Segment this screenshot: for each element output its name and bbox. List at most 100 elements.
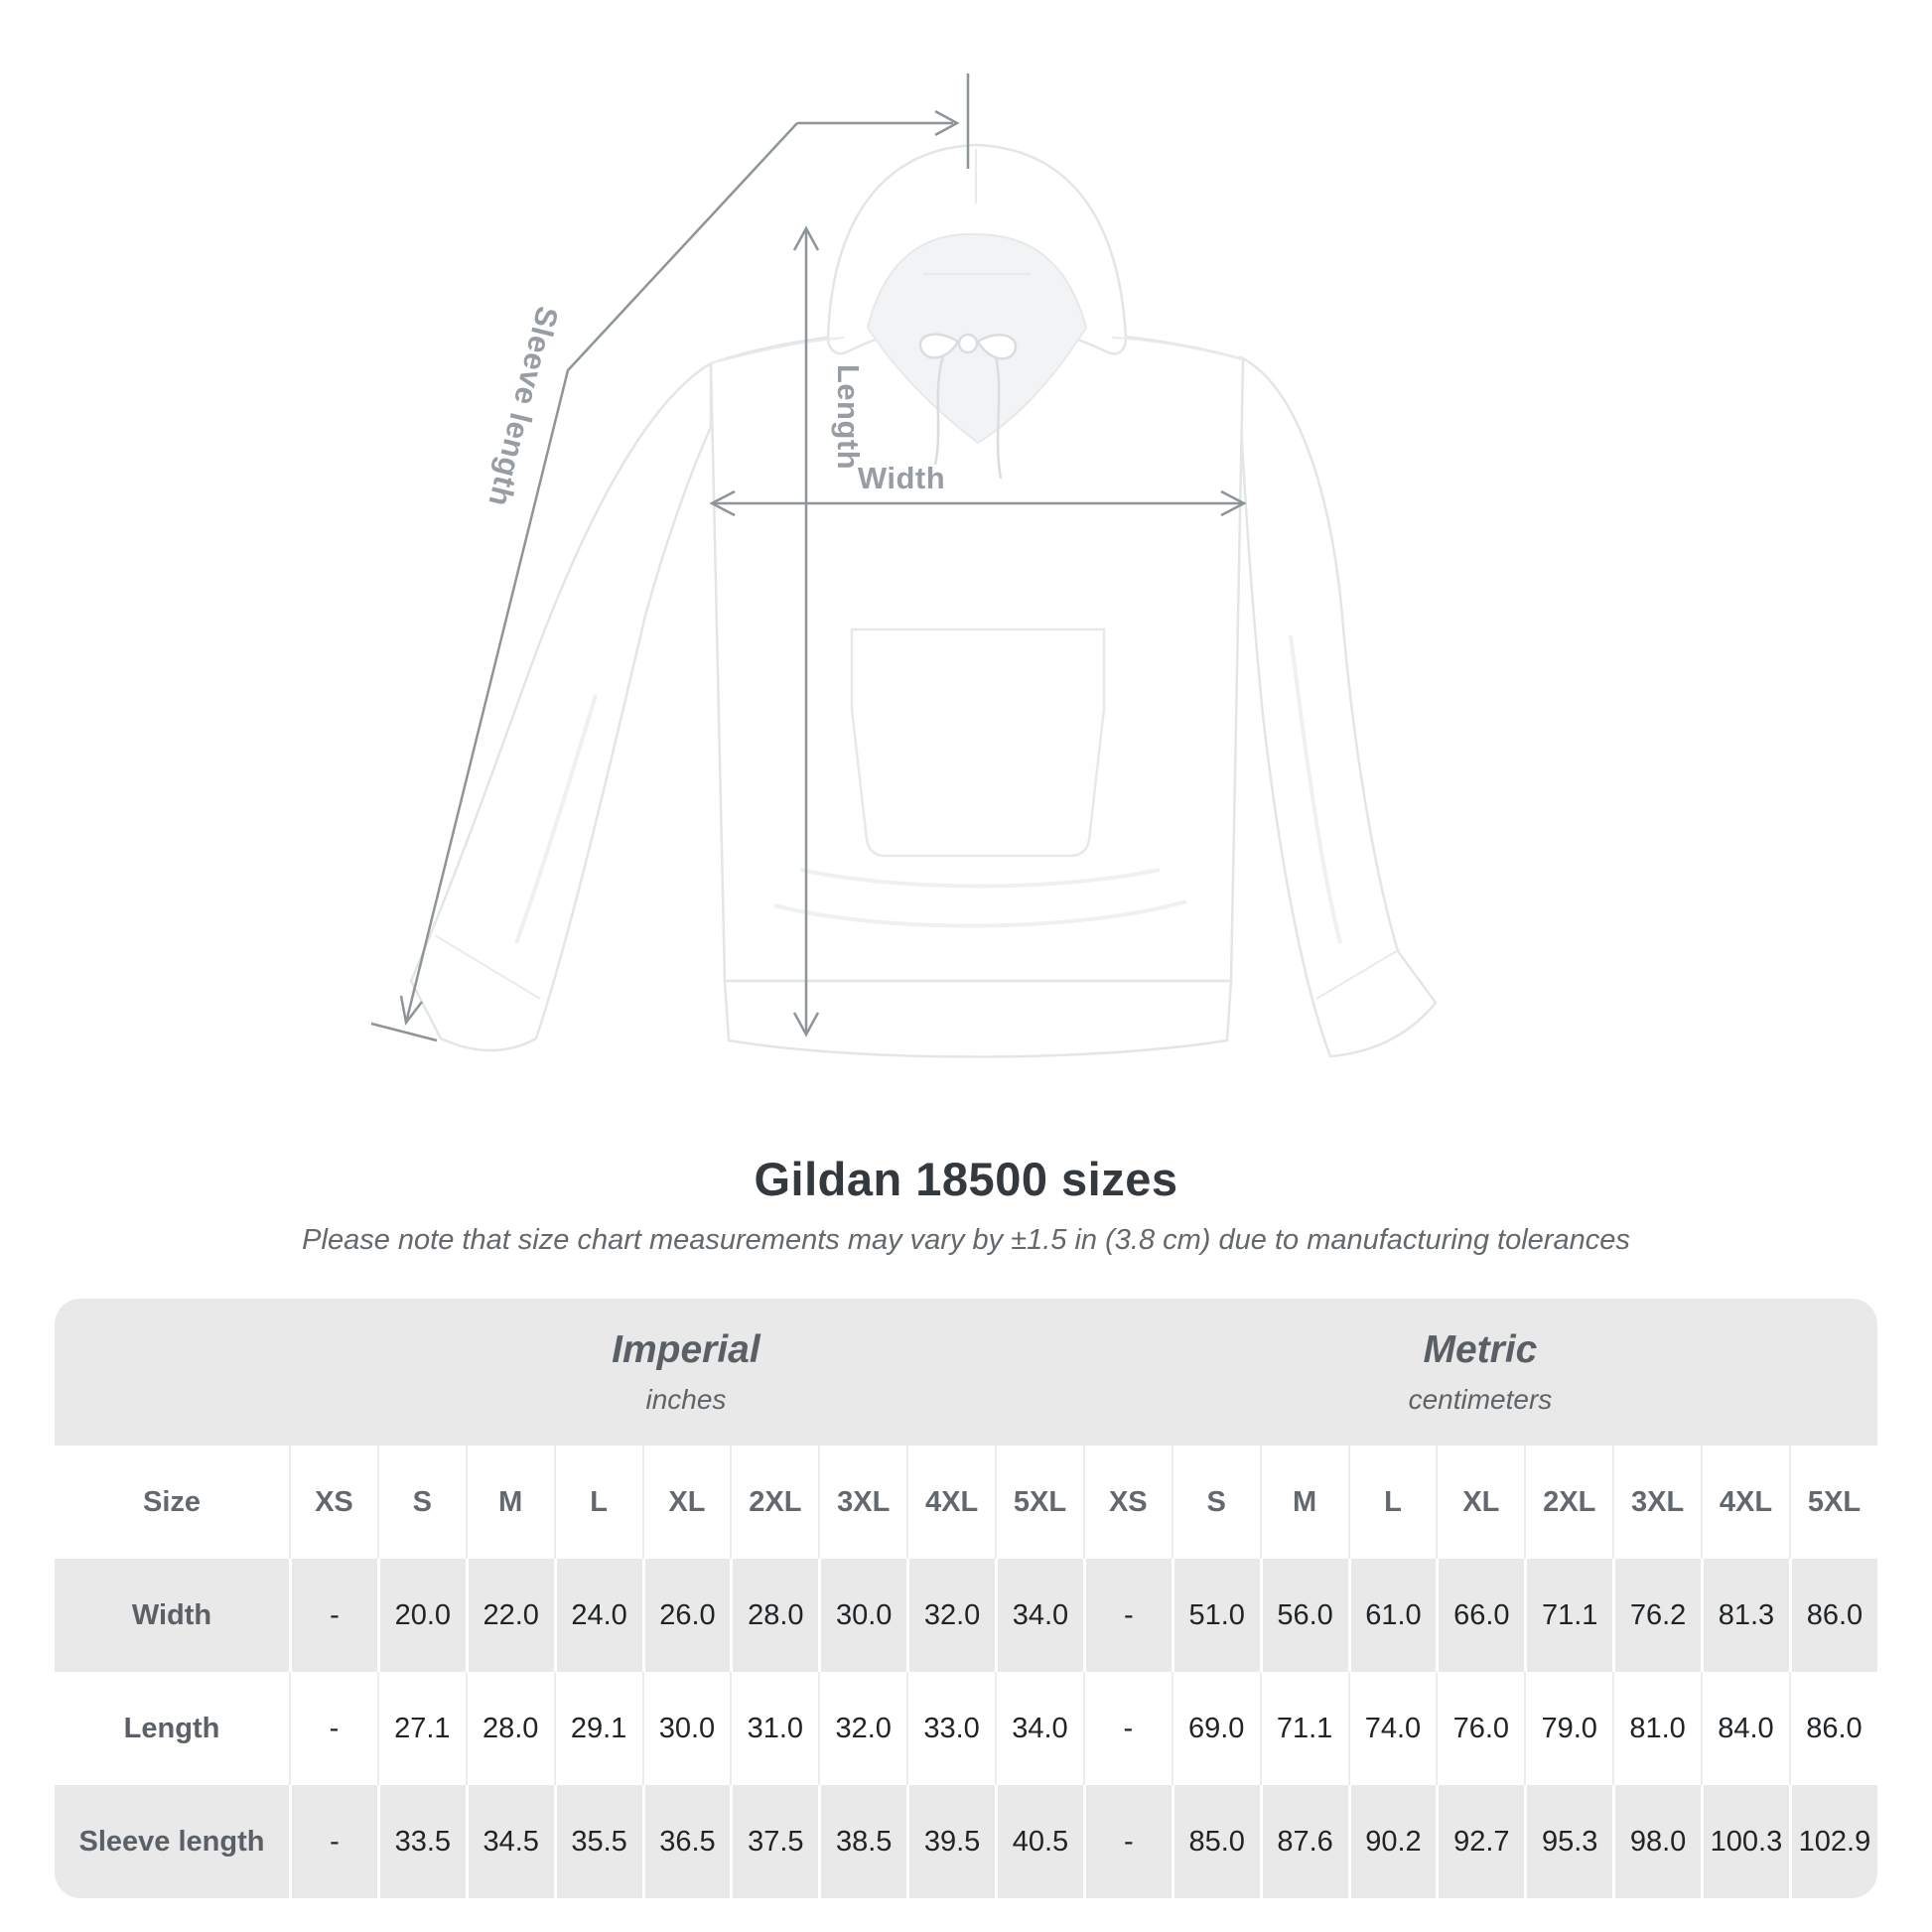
value-cell: 24.0: [553, 1559, 642, 1672]
size-column-header: Size: [55, 1446, 289, 1559]
width-arrow: [709, 489, 1247, 517]
value-cell: 85.0: [1171, 1785, 1260, 1898]
value-cell: 69.0: [1171, 1672, 1260, 1785]
hoodie-wrinkles: [514, 634, 1342, 944]
size-col-header-imperial-m: M: [465, 1446, 554, 1559]
size-col-header-metric-s: S: [1171, 1446, 1260, 1559]
value-cell: 29.1: [553, 1672, 642, 1785]
value-cell: 81.3: [1701, 1559, 1789, 1672]
value-cell: 32.0: [818, 1672, 907, 1785]
value-cell: -: [1082, 1559, 1172, 1672]
value-cell: -: [289, 1672, 377, 1785]
size-col-header-imperial-3xl: 3XL: [818, 1446, 907, 1559]
value-cell: 56.0: [1259, 1559, 1348, 1672]
value-cell: 81.0: [1612, 1672, 1701, 1785]
value-cell: 102.9: [1788, 1785, 1877, 1898]
size-col-header-metric-3xl: 3XL: [1612, 1446, 1701, 1559]
size-header-row: Size XS S M L XL 2XL 3XL 4XL 5XL XS S M L XL 2XL 3XL 4XL…: [55, 1446, 1877, 1559]
value-cell: 36.5: [641, 1785, 731, 1898]
sleeve-length-label: Sleeve length: [482, 303, 565, 510]
hoodie-illustration: [409, 143, 1438, 1058]
value-cell: 26.0: [641, 1559, 731, 1672]
row-label: Width: [55, 1559, 289, 1672]
size-col-header-imperial-xs: XS: [289, 1446, 377, 1559]
value-cell: 95.3: [1524, 1785, 1613, 1898]
length-label: Length: [831, 364, 866, 470]
size-col-header-metric-2xl: 2XL: [1524, 1446, 1613, 1559]
value-cell: 30.0: [818, 1559, 907, 1672]
value-cell: 33.0: [906, 1672, 995, 1785]
value-cell: 32.0: [906, 1559, 995, 1672]
value-cell: 61.0: [1347, 1559, 1437, 1672]
value-cell: 98.0: [1612, 1785, 1701, 1898]
metric-label: Metric: [1423, 1328, 1538, 1371]
hoodie-left-sleeve: [409, 360, 713, 1052]
value-cell: -: [289, 1785, 377, 1898]
measurement-rows: Width -20.0 22.0 24.0 26.0 28.0 30.0 32.0 34.0-5…: [55, 1559, 1877, 1898]
value-cell: 84.0: [1701, 1672, 1789, 1785]
hoodie-hem-band: [723, 979, 1233, 1058]
size-table: Imperial inches Metric centimeters Size …: [55, 1299, 1877, 1898]
unit-group-row: Imperial inches Metric centimeters: [55, 1299, 1877, 1446]
size-col-header-metric-l: L: [1347, 1446, 1437, 1559]
size-col-header-imperial-2xl: 2XL: [730, 1446, 819, 1559]
size-col-header-imperial-4xl: 4XL: [906, 1446, 995, 1559]
value-cell: 87.6: [1259, 1785, 1348, 1898]
value-cell: 27.1: [376, 1672, 466, 1785]
value-cell: 35.5: [553, 1785, 642, 1898]
hoodie-drawstrings: [918, 333, 1018, 480]
value-cell: 34.5: [465, 1785, 554, 1898]
page-title: Gildan 18500 sizes: [754, 1153, 1178, 1205]
size-col-header-imperial-l: L: [553, 1446, 642, 1559]
size-col-header-imperial-xl: XL: [641, 1446, 731, 1559]
value-cell: 28.0: [730, 1559, 819, 1672]
measurement-row: Width -20.0 22.0 24.0 26.0 28.0 30.0 32.0 34.0-5…: [55, 1559, 1877, 1672]
value-cell: 86.0: [1788, 1559, 1877, 1672]
metric-sublabel: centimeters: [1408, 1384, 1553, 1415]
hoodie-pocket: [850, 627, 1106, 858]
value-cell: 71.1: [1524, 1559, 1613, 1672]
measurement-row: Length -27.1 28.0 29.1 30.0 31.0 32.0 33.0 34.0-…: [55, 1672, 1877, 1785]
hoodie-figure-svg: Sleeve length Length Width: [370, 73, 1438, 1058]
value-cell: -: [1082, 1672, 1172, 1785]
value-cell: 74.0: [1347, 1672, 1437, 1785]
value-cell: 86.0: [1788, 1672, 1877, 1785]
row-label: Sleeve length: [55, 1785, 289, 1898]
value-cell: 76.2: [1612, 1559, 1701, 1672]
value-cell: 92.7: [1436, 1785, 1525, 1898]
size-col-header-imperial-s: S: [376, 1446, 466, 1559]
hoodie-seams: [434, 149, 1401, 1000]
unit-group-imperial: Imperial inches: [289, 1299, 1083, 1446]
length-arrow: [792, 225, 820, 1037]
value-cell: 79.0: [1524, 1672, 1613, 1785]
value-cell: 76.0: [1436, 1672, 1525, 1785]
page-subtitle: Please note that size chart measurements…: [302, 1224, 1630, 1256]
value-cell: 39.5: [906, 1785, 995, 1898]
value-cell: 37.5: [730, 1785, 819, 1898]
size-col-header-metric-4xl: 4XL: [1701, 1446, 1789, 1559]
unit-group-metric: Metric centimeters: [1082, 1299, 1877, 1446]
value-cell: 34.0: [995, 1559, 1083, 1672]
imperial-sublabel: inches: [645, 1384, 727, 1415]
value-cell: 71.1: [1259, 1672, 1348, 1785]
value-cell: 90.2: [1347, 1785, 1437, 1898]
value-cell: 28.0: [465, 1672, 554, 1785]
value-cell: 66.0: [1436, 1559, 1525, 1672]
value-cell: -: [289, 1559, 377, 1672]
value-cell: 100.3: [1701, 1785, 1789, 1898]
hoodie-measurement-figure: Sleeve length Length Width: [370, 73, 1438, 1058]
title-block: Gildan 18500 sizes Please note that size…: [0, 1152, 1932, 1257]
value-cell: 31.0: [730, 1672, 819, 1785]
measurement-row: Sleeve length -33.5 34.5 35.5 36.5 37.5 38.5 39…: [55, 1785, 1877, 1898]
size-col-header-metric-xl: XL: [1436, 1446, 1525, 1559]
value-cell: 33.5: [376, 1785, 466, 1898]
value-cell: 51.0: [1171, 1559, 1260, 1672]
value-cell: 40.5: [995, 1785, 1083, 1898]
imperial-label: Imperial: [612, 1328, 760, 1371]
row-label: Length: [55, 1672, 289, 1785]
size-col-header-metric-5xl: 5XL: [1788, 1446, 1877, 1559]
value-cell: 34.0: [995, 1672, 1083, 1785]
value-cell: 20.0: [376, 1559, 466, 1672]
sleeve-length-arrow: [370, 73, 970, 1042]
hoodie-right-sleeve: [1239, 354, 1438, 1058]
